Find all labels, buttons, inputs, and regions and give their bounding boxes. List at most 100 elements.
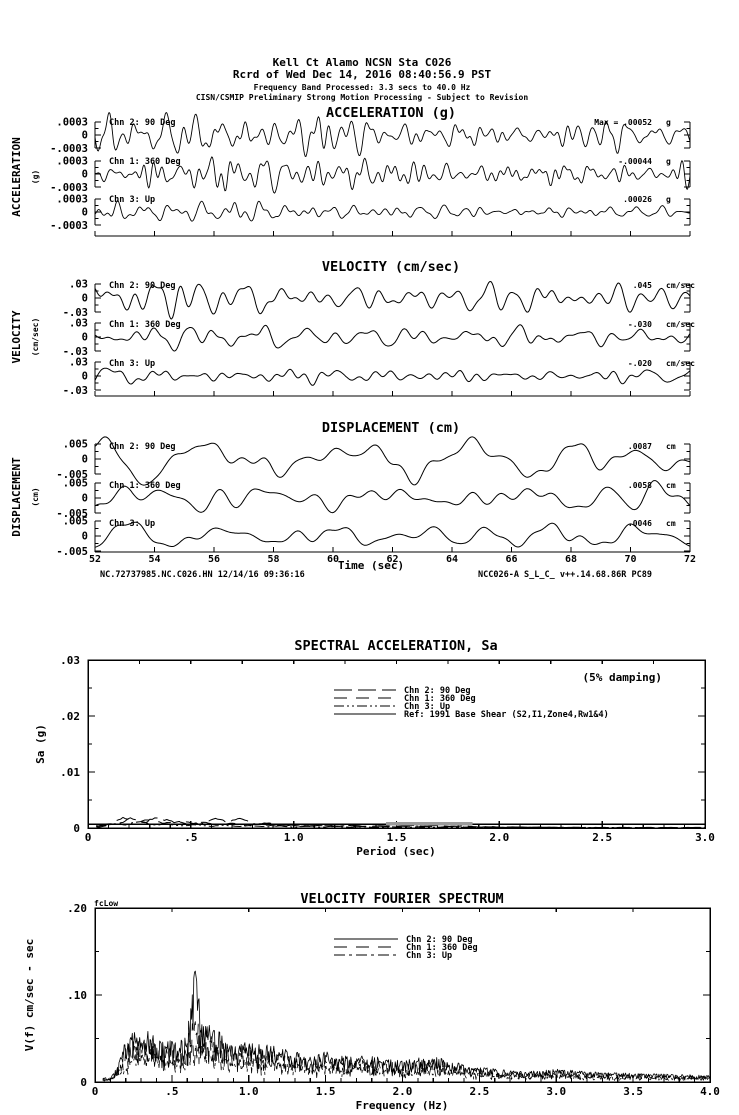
waveform-trace xyxy=(94,281,691,320)
x-tick-label: 72 xyxy=(684,554,696,565)
sa-y-tick-label: 0 xyxy=(73,822,80,835)
y-tick-label: .03 xyxy=(69,279,88,291)
vf-x-tick-label: 0 xyxy=(92,1085,99,1098)
velocity-fourier-spectrum-plot: .20 .10 00 .5 1.0 1.5 2.0 2.5 3.0 3.5 4.0 Chn 2: 90… xyxy=(67,902,720,1098)
vf-x-tick-label: 3.0 xyxy=(546,1085,566,1098)
y-tick-label: .03 xyxy=(69,357,88,369)
y-tick-label: -.0003 xyxy=(50,220,88,232)
fc-low-corner-label: fcLow xyxy=(94,899,118,908)
frequency-axis-label: Frequency (Hz) xyxy=(356,1099,449,1112)
y-tick-label: .03 xyxy=(69,318,88,330)
y-tick-label: -.0003 xyxy=(50,182,88,194)
fourier-spectrum-title: VELOCITY FOURIER SPECTRUM xyxy=(300,891,503,907)
sa-x-tick-label: 2.5 xyxy=(592,831,612,844)
y-tick-label: -.005 xyxy=(56,508,88,520)
vf-x-tick-label: .5 xyxy=(165,1085,178,1098)
y-tick-label: .005 xyxy=(63,478,88,490)
sa-y-tick-label: .03 xyxy=(60,654,80,667)
legend-label: Chn 3: Up xyxy=(406,951,452,961)
peak-value-annotation: .0058 xyxy=(628,481,652,490)
fourier-y-axis-label: V(f) cm/sec - sec xyxy=(23,939,36,1052)
y-tick-label: 0 xyxy=(82,207,88,219)
y-tick-label: 0 xyxy=(82,531,88,543)
sa-y-tick-label: .02 xyxy=(60,710,80,723)
sa-x-tick-label: 1.5 xyxy=(387,831,407,844)
peak-unit-annotation: cm xyxy=(666,481,676,490)
acceleration-axis-label: ACCELERATION xyxy=(10,137,23,216)
peak-unit-annotation: g xyxy=(666,195,671,204)
peak-unit-annotation: cm/sec xyxy=(666,359,695,368)
peak-value-annotation: -.030 xyxy=(628,320,652,329)
y-tick-label: 0 xyxy=(82,454,88,466)
waveform-trace xyxy=(94,324,691,352)
acceleration-axis-unit: (g) xyxy=(31,170,40,184)
sa-x-tick-label: 2.0 xyxy=(489,831,509,844)
x-tick-label: 54 xyxy=(148,554,160,565)
channel-label: Chn 2: 90 Deg xyxy=(109,442,176,452)
spectral-acceleration-title: SPECTRAL ACCELERATION, Sa xyxy=(294,638,497,654)
peak-value-annotation: -.00044 xyxy=(618,157,652,166)
waveform-trace xyxy=(94,200,690,222)
y-tick-label: -.005 xyxy=(56,469,88,481)
x-tick-label: 64 xyxy=(446,554,458,565)
sa-plot-frame xyxy=(87,659,706,829)
vf-x-tick-label: 1.5 xyxy=(316,1085,336,1098)
peak-value-annotation: -.020 xyxy=(628,359,652,368)
y-tick-label: 0 xyxy=(82,371,88,383)
waveform-trace xyxy=(94,480,691,514)
vf-series-curve xyxy=(102,1044,711,1082)
waveform-trace xyxy=(94,156,691,194)
legend-label: Chn 1: 360 Deg xyxy=(404,694,476,704)
legend-label: Chn 3: Up xyxy=(404,702,450,712)
vf-x-tick-label: 3.5 xyxy=(623,1085,643,1098)
waveform-trace xyxy=(94,521,691,548)
vf-x-tick-label: 4.0 xyxy=(700,1085,720,1098)
y-tick-label: 0 xyxy=(82,169,88,181)
x-tick-label: 60 xyxy=(327,554,339,565)
vf-series-curve xyxy=(102,970,711,1081)
x-tick-label: 62 xyxy=(386,554,398,565)
peak-unit-annotation: cm/sec xyxy=(666,281,695,290)
sa-x-tick-label: .5 xyxy=(184,831,197,844)
sa-x-tick-label: 0 xyxy=(85,831,92,844)
time-axis-label: Time (sec) xyxy=(338,559,404,572)
y-tick-label: .0003 xyxy=(56,117,88,129)
sa-x-tick-label: 1.0 xyxy=(284,831,304,844)
station-title: Kell Ct Alamo NCSN Sta C026 xyxy=(273,56,452,69)
frequency-band-note: Frequency Band Processed: 3.3 secs to 40… xyxy=(254,83,471,92)
y-tick-label: -.03 xyxy=(63,385,88,397)
damping-note: (5% damping) xyxy=(583,671,662,684)
y-tick-label: 0 xyxy=(82,293,88,305)
peak-value-annotation: Max = .00052 xyxy=(594,118,652,127)
x-tick-label: 68 xyxy=(565,554,577,565)
x-tick-label: 66 xyxy=(505,554,517,565)
peak-value-annotation: .0046 xyxy=(628,519,652,528)
channel-label: Chn 1: 360 Deg xyxy=(109,481,181,491)
channel-label: Chn 3: Up xyxy=(109,195,155,205)
channel-label: Chn 1: 360 Deg xyxy=(109,320,181,330)
processing-note: CISN/CSMIP Preliminary Strong Motion Pro… xyxy=(196,92,529,102)
waveform-trace xyxy=(94,436,691,486)
velocity-axis-unit: (cm/sec) xyxy=(31,318,40,357)
legend-label: Chn 2: 90 Deg xyxy=(406,935,473,945)
x-tick-label: 70 xyxy=(624,554,636,565)
processing-version-footer: NCC026-A S_L_C_ v++.14.68.86R PC89 xyxy=(478,570,652,580)
peak-value-annotation: .0087 xyxy=(628,442,652,451)
y-tick-label: .005 xyxy=(63,439,88,451)
y-tick-label: -.03 xyxy=(63,307,88,319)
y-tick-label: 0 xyxy=(82,130,88,142)
waveform-trace xyxy=(94,112,691,157)
channel-label: Chn 3: Up xyxy=(109,359,155,369)
peak-value-annotation: .045 xyxy=(633,281,652,290)
y-tick-label: -.0003 xyxy=(50,143,88,155)
displacement-section-title: DISPLACEMENT (cm) xyxy=(322,420,460,436)
legend-label: Chn 1: 360 Deg xyxy=(406,943,478,953)
vf-y-tick-label: 0 xyxy=(80,1076,87,1089)
vf-y-tick-label: .10 xyxy=(67,989,87,1002)
record-id-footer: NC.72737985.NC.C026.HN 12/14/16 09:36:16 xyxy=(100,570,305,580)
displacement-axis-label: DISPLACEMENT xyxy=(10,457,23,537)
channel-label: Chn 2: 90 Deg xyxy=(109,281,176,291)
y-tick-label: .005 xyxy=(63,516,88,528)
waveform-trace xyxy=(94,367,691,386)
